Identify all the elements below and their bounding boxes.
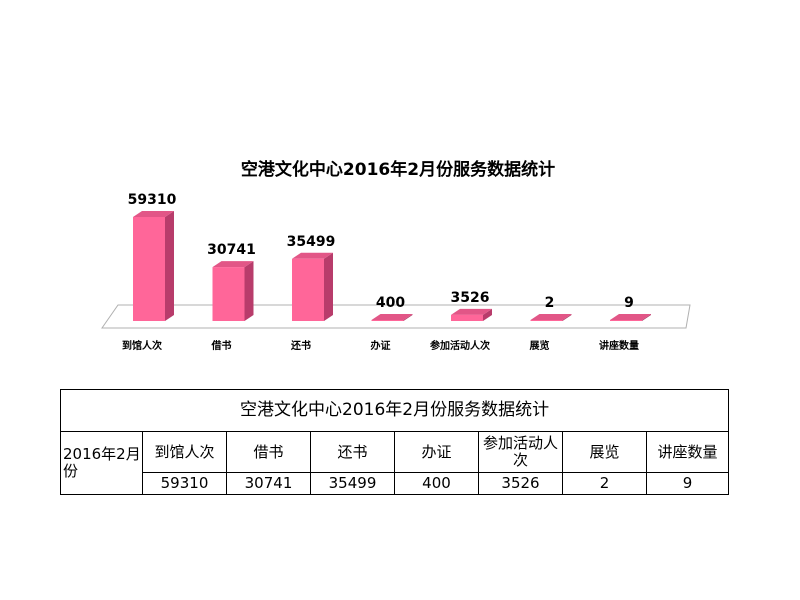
data-label: 3526: [451, 290, 490, 306]
table-header: 参加活动人次: [478, 431, 563, 473]
data-label: 2: [545, 295, 555, 311]
bar-side: [244, 261, 254, 321]
bars-layer: [133, 211, 651, 321]
bar: [212, 261, 254, 321]
data-label: 400: [376, 295, 405, 311]
bar-side: [165, 211, 174, 321]
table-cell: 30741: [226, 472, 311, 495]
bar: [610, 314, 651, 321]
data-label: 35499: [287, 234, 336, 250]
table-cell: 400: [394, 472, 479, 495]
bar: [292, 252, 333, 321]
category-label: 到馆人次: [122, 339, 162, 352]
category-label: 展览: [530, 339, 550, 352]
bar: [530, 314, 572, 321]
bar-top: [292, 252, 333, 259]
labels-layer: 59310 到馆人次 30741 借书 35499 还书 400 办证 3526 参加活动人次 2 展…: [122, 192, 639, 352]
bar: [451, 308, 492, 321]
bar-front: [451, 314, 483, 321]
bar-side: [642, 314, 651, 321]
table-cell: 9: [645, 472, 730, 495]
bar-side: [483, 308, 492, 321]
bar-side: [562, 314, 572, 321]
table-cell: 3526: [478, 472, 563, 495]
table-header: 到馆人次: [142, 431, 227, 473]
bar-chart: 空港文化中心2016年2月份服务数据统计 59310 到馆人次 30741 借书 354…: [101, 159, 691, 352]
category-label: 办证: [371, 339, 391, 352]
table-header: 还书: [310, 431, 395, 473]
category-label: 讲座数量: [599, 339, 639, 352]
data-label: 59310: [128, 192, 177, 208]
bar-top: [371, 314, 413, 320]
table-header: 办证: [394, 431, 479, 473]
stats-table: 空港文化中心2016年2月份服务数据统计 2016年2月份 到馆人次 借书 还书…: [59, 389, 730, 495]
bar-front: [292, 258, 324, 321]
bar-top: [133, 211, 174, 217]
bar: [371, 314, 413, 321]
bar-side: [324, 252, 333, 321]
category-label: 还书: [290, 339, 311, 352]
bar-side: [403, 314, 413, 321]
table-row-label: 2016年2月份: [60, 431, 143, 495]
data-label: 30741: [207, 242, 256, 258]
bar-top: [610, 314, 651, 320]
category-label: 参加活动人次: [430, 339, 490, 352]
table-header: 讲座数量: [645, 431, 730, 473]
bar-front: [371, 320, 404, 321]
bar-top: [212, 261, 254, 268]
table-header: 展览: [562, 431, 647, 473]
table-header: 借书: [226, 431, 311, 473]
bar-front: [530, 320, 563, 321]
bar-top: [530, 314, 572, 320]
bar: [133, 211, 174, 321]
bar-front: [610, 320, 642, 321]
category-label: 借书: [211, 339, 232, 352]
data-label: 9: [624, 295, 634, 311]
chart-title: 空港文化中心2016年2月份服务数据统计: [241, 159, 555, 180]
table-cell: 2: [562, 472, 647, 495]
bar-top: [451, 308, 492, 315]
table-cell: 35499: [310, 472, 395, 495]
bar-front: [212, 267, 245, 321]
table-cell: 59310: [142, 472, 227, 495]
table-title: 空港文化中心2016年2月份服务数据统计: [59, 389, 730, 432]
bar-front: [133, 217, 165, 321]
